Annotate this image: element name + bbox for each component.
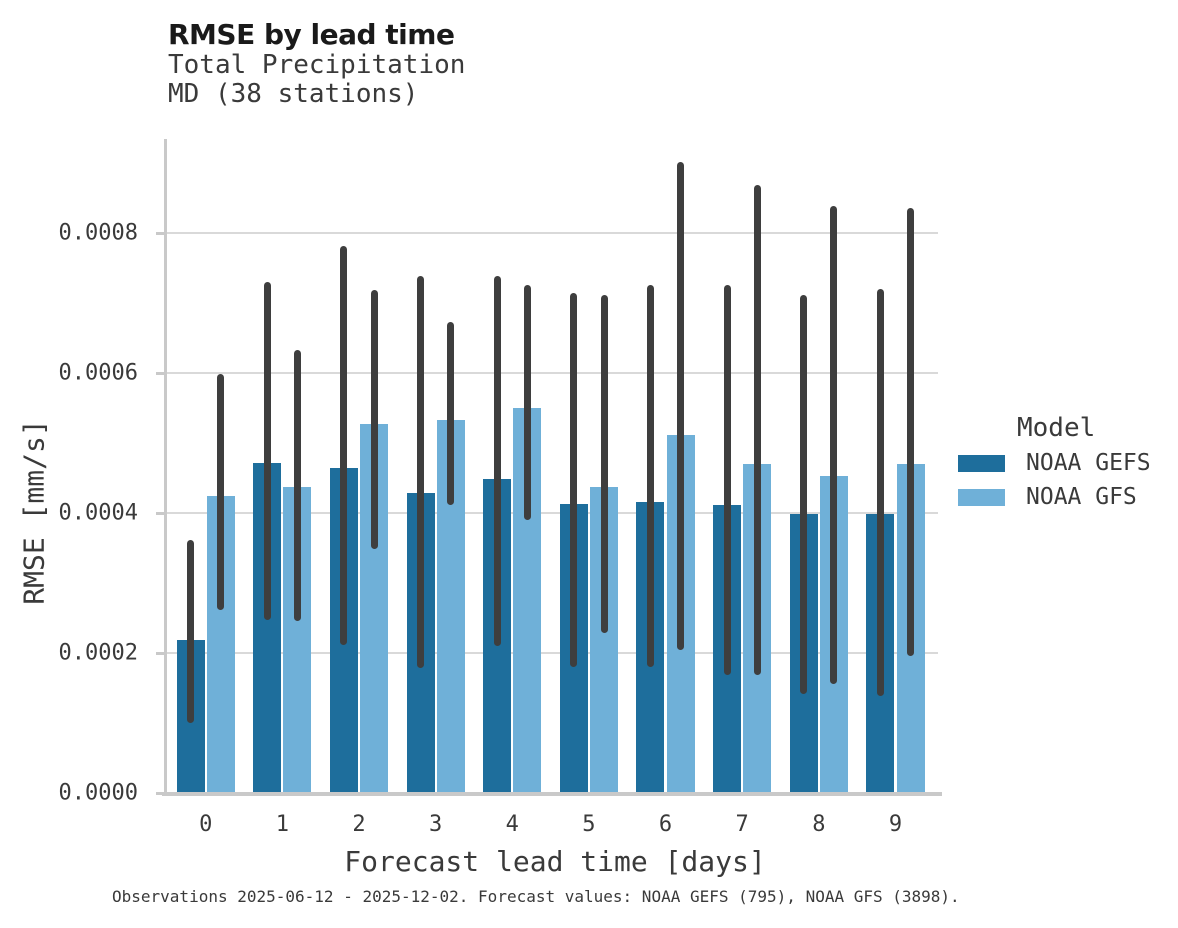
gridline (166, 512, 938, 514)
chart-subtitle-variable: Total Precipitation (168, 50, 466, 80)
y-tick-label: 0.0008 (58, 220, 138, 246)
x-tick-label: 5 (582, 812, 596, 837)
y-tick-label: 0.0006 (58, 360, 138, 386)
error-bar (447, 321, 455, 506)
y-tick (156, 232, 164, 235)
y-tick (156, 372, 164, 375)
error-bar (493, 275, 501, 646)
error-bar (876, 289, 884, 696)
x-tick-label: 2 (352, 812, 366, 837)
legend-label-noaa-gfs: NOAA GFS (1026, 484, 1137, 510)
error-bar (370, 289, 378, 549)
error-bar (570, 292, 578, 667)
legend-swatch-noaa-gfs (958, 488, 1005, 506)
legend-title: Model (1017, 413, 1096, 443)
x-tick-label: 9 (888, 812, 903, 837)
error-bar (753, 185, 761, 675)
error-bar (187, 539, 195, 723)
error-bar (907, 207, 915, 656)
y-axis-line (164, 139, 167, 795)
error-bar (417, 276, 425, 669)
legend-item: NOAA GEFS (958, 450, 1151, 476)
x-tick-label: 3 (428, 812, 443, 837)
chart-title: RMSE by lead time (168, 18, 455, 51)
error-bar (263, 282, 271, 621)
legend-item: NOAA GFS (958, 484, 1137, 510)
y-tick-label: 0.0004 (58, 500, 138, 526)
y-tick (156, 792, 164, 795)
y-tick (156, 652, 164, 655)
x-tick-label: 4 (505, 812, 519, 837)
gridline (166, 652, 938, 654)
error-bar (723, 284, 731, 675)
error-bar (800, 294, 808, 694)
footer-caption: Observations 2025-06-12 - 2025-12-02. Fo… (112, 887, 960, 906)
error-bar (600, 294, 608, 633)
error-bar (830, 205, 838, 684)
error-bar (340, 246, 348, 646)
x-tick-label: 0 (199, 812, 213, 837)
legend-swatch-noaa-gefs (958, 454, 1005, 472)
error-bar (677, 161, 685, 651)
y-tick (156, 512, 164, 515)
chart-subtitle-region: MD (38 stations) (168, 79, 419, 109)
error-bar (293, 349, 301, 621)
error-bar (523, 284, 531, 520)
error-bar (646, 284, 654, 667)
x-axis-title: Forecast lead time [days] (344, 845, 766, 878)
x-tick-label: 8 (812, 812, 826, 837)
legend-label-noaa-gefs: NOAA GEFS (1026, 450, 1151, 476)
x-axis-line (162, 791, 942, 796)
gridline (166, 232, 938, 234)
x-tick-label: 7 (735, 812, 749, 837)
gridline (166, 372, 938, 374)
y-tick-label: 0.0002 (58, 640, 138, 666)
y-tick-label: 0.0000 (58, 780, 138, 806)
x-tick-label: 6 (658, 812, 673, 837)
x-tick-label: 1 (275, 812, 289, 837)
error-bar (217, 373, 225, 610)
